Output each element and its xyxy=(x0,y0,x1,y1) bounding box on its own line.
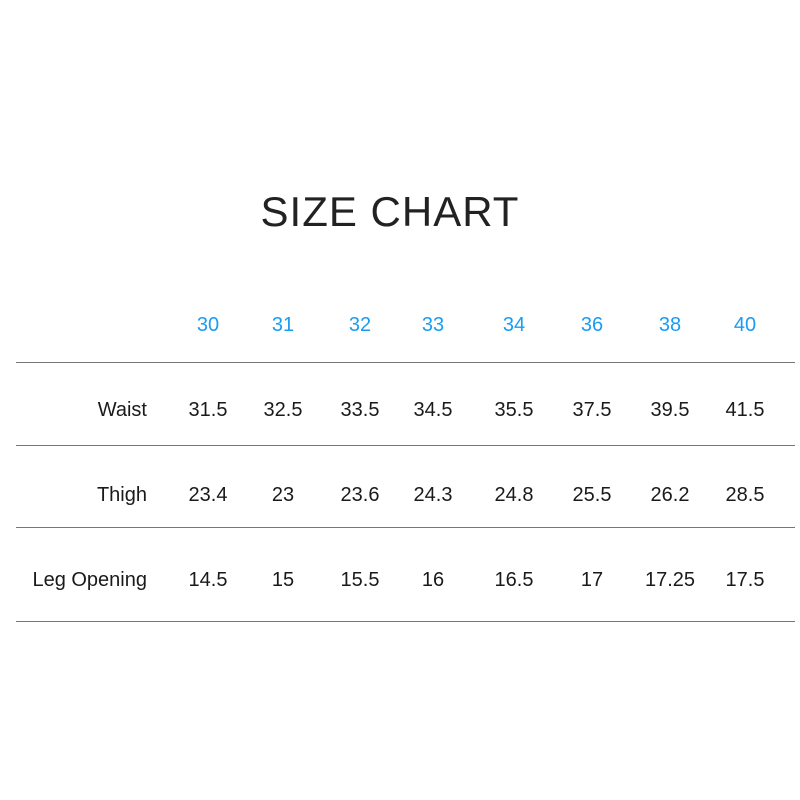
table-cell: 39.5 xyxy=(650,399,690,421)
page-title: SIZE CHART xyxy=(260,188,520,235)
row-label: Thigh xyxy=(96,484,147,506)
table-cell: 41.5 xyxy=(725,399,765,421)
table-cell: 34.5 xyxy=(413,399,453,421)
size-header-31: 31 xyxy=(271,314,295,336)
table-cell: 23 xyxy=(271,484,295,506)
table-cell: 16 xyxy=(421,569,445,591)
table-cell: 23.4 xyxy=(188,484,228,506)
table-cell: 35.5 xyxy=(494,399,534,421)
table-cell: 23.6 xyxy=(340,484,380,506)
table-cell: 15 xyxy=(271,569,295,591)
row-divider xyxy=(16,445,795,446)
table-cell: 17 xyxy=(580,569,604,591)
size-header-36: 36 xyxy=(580,314,604,336)
size-header-33: 33 xyxy=(421,314,445,336)
table-cell: 15.5 xyxy=(340,569,380,591)
table-cell: 17.5 xyxy=(725,569,765,591)
table-cell: 31.5 xyxy=(188,399,228,421)
size-header-40: 40 xyxy=(733,314,757,336)
table-cell: 24.8 xyxy=(494,484,534,506)
row-label: Waist xyxy=(97,399,147,421)
size-header-38: 38 xyxy=(658,314,682,336)
size-header-32: 32 xyxy=(348,314,372,336)
size-header-34: 34 xyxy=(502,314,526,336)
row-divider xyxy=(16,527,795,528)
row-divider xyxy=(16,621,795,622)
table-cell: 28.5 xyxy=(725,484,765,506)
table-cell: 24.3 xyxy=(413,484,453,506)
row-label: Leg Opening xyxy=(32,569,147,591)
table-cell: 14.5 xyxy=(188,569,228,591)
table-cell: 32.5 xyxy=(263,399,303,421)
table-cell: 25.5 xyxy=(572,484,612,506)
table-cell: 16.5 xyxy=(494,569,534,591)
table-cell: 26.2 xyxy=(650,484,690,506)
row-divider xyxy=(16,362,795,363)
table-cell: 33.5 xyxy=(340,399,380,421)
table-cell: 17.25 xyxy=(644,569,696,591)
table-cell: 37.5 xyxy=(572,399,612,421)
size-header-30: 30 xyxy=(196,314,220,336)
